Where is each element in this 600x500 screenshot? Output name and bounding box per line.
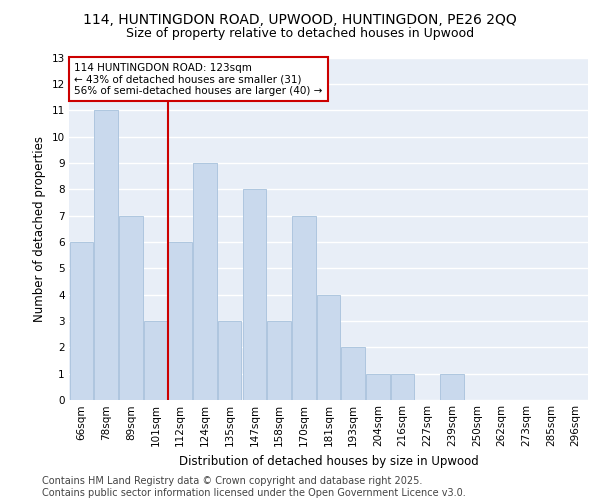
X-axis label: Distribution of detached houses by size in Upwood: Distribution of detached houses by size … <box>179 454 478 468</box>
Text: Contains HM Land Registry data © Crown copyright and database right 2025.
Contai: Contains HM Land Registry data © Crown c… <box>42 476 466 498</box>
Bar <box>70 242 93 400</box>
Bar <box>366 374 389 400</box>
Bar <box>341 348 365 400</box>
Y-axis label: Number of detached properties: Number of detached properties <box>33 136 46 322</box>
Bar <box>268 321 291 400</box>
Bar <box>218 321 241 400</box>
Bar <box>391 374 415 400</box>
Text: 114 HUNTINGDON ROAD: 123sqm
← 43% of detached houses are smaller (31)
56% of sem: 114 HUNTINGDON ROAD: 123sqm ← 43% of det… <box>74 62 323 96</box>
Bar <box>94 110 118 400</box>
Text: Size of property relative to detached houses in Upwood: Size of property relative to detached ho… <box>126 28 474 40</box>
Text: 114, HUNTINGDON ROAD, UPWOOD, HUNTINGDON, PE26 2QQ: 114, HUNTINGDON ROAD, UPWOOD, HUNTINGDON… <box>83 12 517 26</box>
Bar <box>292 216 316 400</box>
Bar <box>317 294 340 400</box>
Bar <box>242 189 266 400</box>
Bar <box>144 321 167 400</box>
Bar <box>119 216 143 400</box>
Bar <box>169 242 192 400</box>
Bar <box>193 163 217 400</box>
Bar <box>440 374 464 400</box>
